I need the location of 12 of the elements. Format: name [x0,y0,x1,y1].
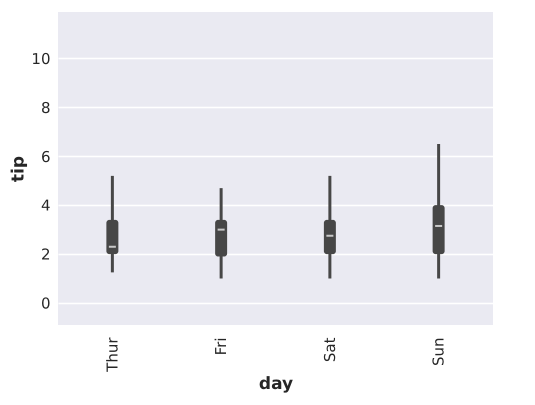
y-tick-label: 6 [40,148,50,166]
y-tick-label: 0 [40,294,50,312]
y-tick-label: 4 [40,196,50,215]
y-tick-label: 10 [31,50,50,68]
x-tick-label: Fri [212,338,230,356]
y-tick-label: 8 [40,98,50,117]
x-tick-label: Sun [430,338,448,366]
y-axis-title: tip [8,156,28,182]
x-tick-label: Thur [103,336,122,373]
x-axis-title: day [258,374,294,394]
x-tick-label: Sat [320,337,339,362]
y-tick-label: 2 [40,246,50,264]
